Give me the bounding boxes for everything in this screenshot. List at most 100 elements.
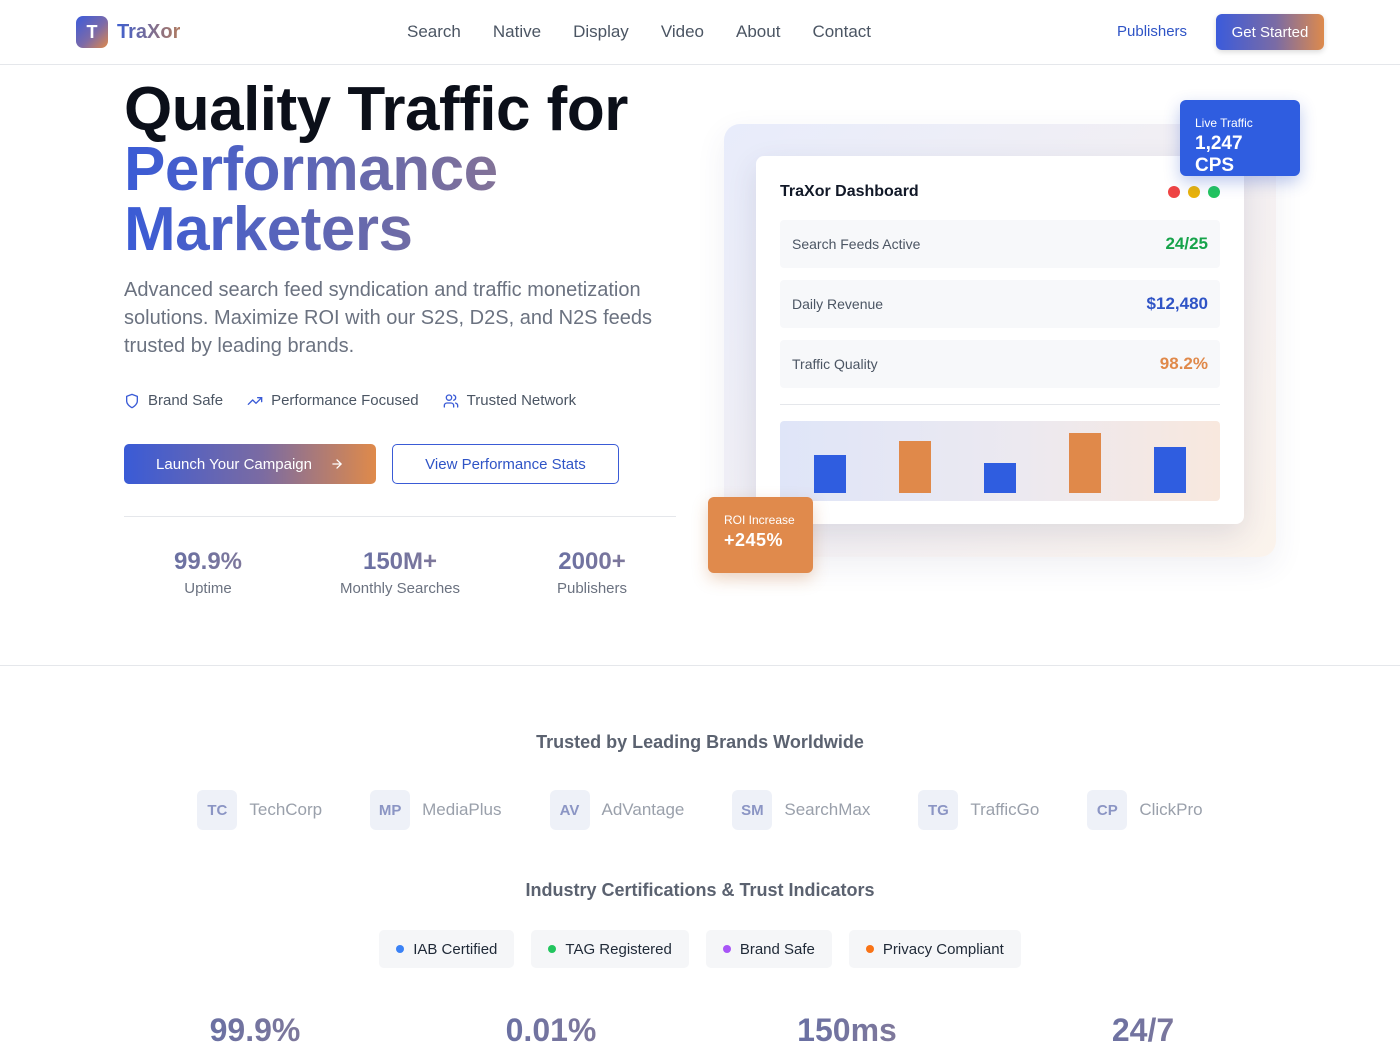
cert-list: IAB Certified TAG Registered Brand Safe … [0,930,1400,968]
feature-brand-safe: Brand Safe [124,392,223,409]
mini-chart-bar [1154,447,1186,493]
dashboard-separator [780,404,1220,405]
stat-monthly-searches: 150M+ Monthly Searches [310,548,490,597]
roi-value: +245% [724,530,784,550]
cert-label: IAB Certified [413,940,498,958]
dashboard-row-daily-revenue: Daily Revenue $12,480 [780,280,1220,328]
cert-brand-safe: Brand Safe [705,930,832,968]
get-started-button[interactable]: Get Started [1216,14,1324,50]
brand-badge: CP [1087,790,1128,830]
dashboard-card: TraXor Dashboard Search Feeds Active 24/… [756,156,1244,524]
brand-name: MediaPlus [422,800,502,819]
users-icon [443,393,458,408]
stat-publishers: 2000+ Publishers [502,548,682,597]
dashboard-row-traffic-quality: Traffic Quality 98.2% [780,340,1220,388]
mini-chart-bar [1069,433,1101,493]
live-traffic-label: Live Traffic [1195,116,1253,130]
hero-title-line2: Performance [124,139,628,201]
window-dot-red [1168,186,1180,198]
feature-trusted-network: Trusted Network [443,392,576,409]
row-label: Search Feeds Active [792,236,921,252]
nav-link-about[interactable]: About [736,22,781,41]
stat-value: 99.9% [118,548,298,576]
top-nav: T TraXor Search Native Display Video Abo… [0,0,1400,65]
trending-up-icon [247,396,263,405]
brand-techcorp: TC TechCorp [197,790,322,830]
hero-description: Advanced search feed syndication and tra… [124,279,653,357]
mini-chart-bar [984,463,1016,493]
feature-list: Brand Safe Performance Focused Trusted N… [124,392,576,409]
nav-link-display[interactable]: Display [573,22,629,41]
brand-badge: AV [549,790,590,830]
nav-link-search[interactable]: Search [407,22,461,41]
logo[interactable]: T TraXor [76,16,180,48]
feature-label: Trusted Network [466,392,577,409]
nav-link-video[interactable]: Video [660,22,704,41]
cert-tag: TAG Registered [531,930,689,968]
brand-badge: TC [197,790,238,830]
launch-campaign-label: Launch Your Campaign [156,455,312,473]
stat-label: Publishers [556,580,628,597]
section-divider [0,665,1400,666]
nav-link-native[interactable]: Native [492,22,542,41]
row-label: Traffic Quality [792,356,878,372]
arrow-right-icon [332,459,342,469]
brand-list: TC TechCorp MP MediaPlus AV AdVantage SM… [0,790,1400,830]
brand-searchmax: SM SearchMax [732,790,870,830]
cert-dot [722,945,731,953]
brand-name: ClickPro [1139,800,1203,819]
cert-label: TAG Registered [565,940,672,958]
hero-title-line3: Marketers [124,199,628,261]
brand-badge: MP [370,790,411,830]
row-value: 24/25 [1165,234,1208,253]
cert-label: Privacy Compliant [882,940,1004,958]
logo-mark: T [76,16,108,48]
mini-chart-bar [814,455,846,493]
window-dot-green [1208,186,1220,198]
cert-dot [548,945,557,953]
roi-label: ROI Increase [724,513,795,527]
brand-name: TechCorp [249,800,323,819]
cert-title: Industry Certifications & Trust Indicato… [525,880,875,900]
brand-name: TrafficGo [970,800,1040,819]
view-stats-button[interactable]: View Performance Stats [392,444,619,484]
feature-performance-focused: Performance Focused [247,392,419,409]
nav-link-contact[interactable]: Contact [812,22,872,41]
mini-chart-bar [899,441,931,493]
brand-advantage: AV AdVantage [549,790,685,830]
brand-name: SearchMax [784,800,871,819]
hero-title: Quality Traffic for Performance Marketer… [124,79,628,261]
brand-trafficgo: TG TrafficGo [918,790,1039,830]
brand-badge: SM [732,790,773,830]
feature-label: Performance Focused [271,392,419,409]
trust-title: Trusted by Leading Brands Worldwide [536,732,864,752]
live-traffic-card: Live Traffic 1,247 CPS [1180,100,1300,176]
nav-links: Search Native Display Video About Contac… [407,22,871,42]
brand-name: AdVantage [601,800,685,819]
row-value: $12,480 [1146,294,1208,313]
row-value: 98.2% [1159,354,1208,373]
shield-icon [126,393,138,408]
mini-bar-chart [780,421,1220,501]
window-dot-yellow [1188,186,1200,198]
window-dots [1168,186,1220,198]
bottom-stat-support: 24/7 [1023,1012,1263,1049]
cert-dot [396,945,405,953]
launch-campaign-button[interactable]: Launch Your Campaign [124,444,376,484]
dashboard-row-search-feeds: Search Feeds Active 24/25 [780,220,1220,268]
hero-divider [124,516,676,517]
stat-label: Monthly Searches [339,580,461,597]
mini-chart-svg [814,433,1186,493]
feature-label: Brand Safe [148,392,224,409]
brand-clickpro: CP ClickPro [1087,790,1203,830]
cert-iab: IAB Certified [379,930,515,968]
stat-value: 2000+ [502,548,682,576]
bottom-stat-uptime: 99.9% [135,1012,375,1049]
dashboard-title: TraXor Dashboard [780,183,919,200]
stat-value: 150M+ [310,548,490,576]
bottom-stat-error-rate: 0.01% [431,1012,671,1049]
brand-badge: TG [918,790,959,830]
cert-privacy: Privacy Compliant [848,930,1021,968]
logo-text: TraXor [117,20,181,43]
publishers-link[interactable]: Publishers [1117,23,1188,40]
